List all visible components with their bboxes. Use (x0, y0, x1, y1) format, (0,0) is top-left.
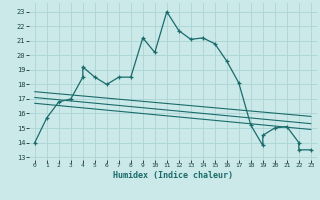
X-axis label: Humidex (Indice chaleur): Humidex (Indice chaleur) (113, 171, 233, 180)
